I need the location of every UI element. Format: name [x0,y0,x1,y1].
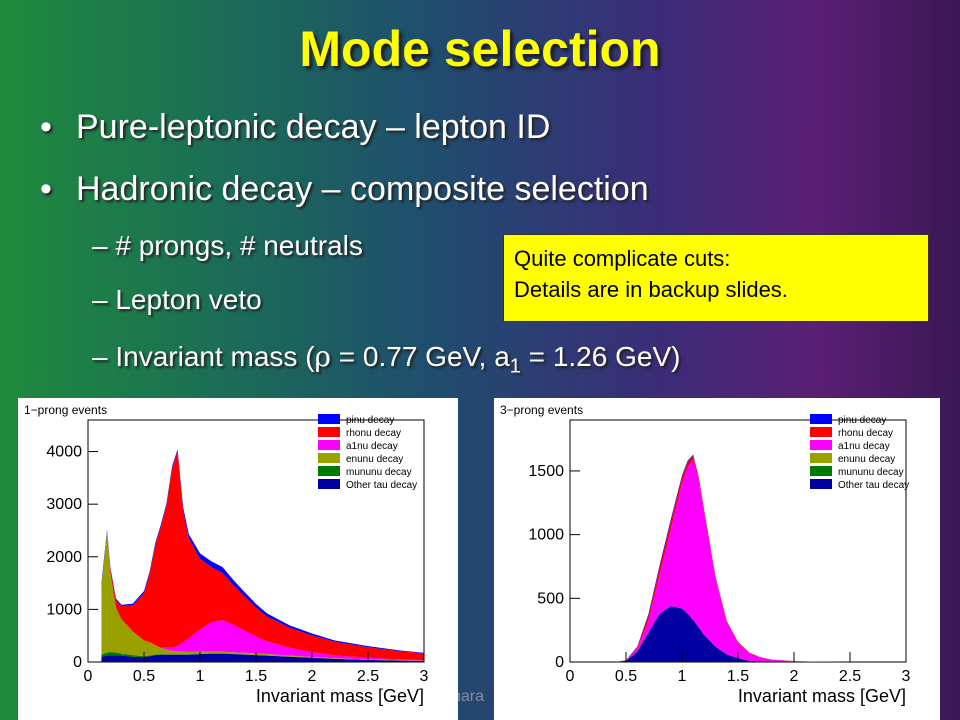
series-area-other-tau-decay [614,605,906,662]
subbullet-invariant-mass: – Invariant mass (ρ = 0.77 GeV, a1 = 1.2… [92,340,680,379]
series-area-other-tau-decay [101,653,424,662]
chart-3prong-svg: 0 0.5 1 1.5 2 2.5 3 0 500 1000 1500 3−prong events I… [500,403,911,706]
legend-swatch-a1nu-decay [318,440,340,450]
series-area-enunu-decay [101,531,424,661]
mass-text-mid: = 0.77 GeV, a [331,341,510,372]
x-tick-label: 1 [196,668,205,685]
legend-swatch-mununu-decay [318,466,340,476]
legend-swatch-rhonu-decay [318,427,340,437]
rho-symbol: ρ [314,340,331,373]
legend-swatch-enunu-decay [318,453,340,463]
plot-3prong: 0 0.5 1 1.5 2 2.5 3 0 500 1000 1500 3−prong events I… [494,398,940,720]
mass-text-post: = 1.26 GeV) [520,341,681,372]
y-tick-label: 4000 [46,444,82,461]
y-tick-label: 500 [537,590,564,607]
x-tick-label: 3 [420,668,429,685]
a1-subscript: 1 [509,355,521,378]
series-area-pinu-decay [101,449,424,654]
subbullet-lepton-veto: – Lepton veto [92,284,262,315]
x-tick-label: 0 [566,668,575,685]
x-tick-label: 1.5 [245,668,267,685]
subbullet-prongs: – # prongs, # neutrals [92,230,363,261]
legend-label-mununu-decay: mununu decay [346,467,412,478]
y-tick-label: 2000 [46,549,82,566]
y-tick-label: 0 [555,654,564,671]
bullet-dot: • [40,170,52,208]
bullet-hadronic: • Hadronic decay – composite selection [40,170,649,209]
x-tick-label: 3 [902,668,911,685]
legend-label-rhonu-decay: rhonu decay [838,428,893,439]
legend-label-pinu-decay: pinu decay [346,415,394,426]
callout-line-1: Quite complicate cuts: [514,246,731,271]
legend-swatch-pinu-decay [810,414,832,424]
series-area-rhonu-decay [101,451,424,661]
legend-label-other-tau-decay: Other tau decay [838,480,909,491]
legend-label-a1nu-decay: a1nu decay [838,441,890,452]
legend-swatch-mununu-decay [810,466,832,476]
cuts-callout: Quite complicate cuts: Details are in ba… [503,234,929,322]
y-tick-label: 3000 [46,496,82,513]
legend-swatch-a1nu-decay [810,440,832,450]
bullet-dot: • [40,108,52,146]
legend-label-pinu-decay: pinu decay [838,415,886,426]
legend-label-mununu-decay: mununu decay [838,467,904,478]
x-tick-label: 1.5 [727,668,749,685]
legend-swatch-rhonu-decay [810,427,832,437]
slide-title: Mode selection [299,21,661,77]
y-tick-label: 0 [73,654,82,671]
x-tick-label: 2 [790,668,799,685]
x-axis-label: Invariant mass [GeV] [256,686,424,706]
series-area-a1nu-decay [614,459,906,662]
footer-text: hara [452,688,485,705]
x-tick-label: 2.5 [357,668,379,685]
legend-label-rhonu-decay: rhonu decay [346,428,401,439]
bullet-leptonic-text: Pure-leptonic decay – lepton ID [76,108,551,146]
x-tick-label: 0.5 [133,668,155,685]
chart-title: 1−prong events [24,403,107,417]
bullet-leptonic: • Pure-leptonic decay – lepton ID [40,108,550,147]
chart-1prong-svg: 0 0.5 1 1.5 2 2.5 3 0 1000 2000 3000 4000 1−prong ev… [24,403,429,706]
x-tick-label: 2 [308,668,317,685]
y-tick-label: 1000 [46,601,82,618]
bullet-hadronic-text: Hadronic decay – composite selection [76,170,649,208]
y-tick-label: 1000 [528,527,564,544]
legend-swatch-other-tau-decay [318,479,340,489]
legend-swatch-pinu-decay [318,414,340,424]
legend-label-enunu-decay: enunu decay [346,454,403,465]
legend-swatch-enunu-decay [810,453,832,463]
legend-label-other-tau-decay: Other tau decay [346,480,417,491]
x-tick-label: 2.5 [839,668,861,685]
legend-swatch-other-tau-decay [810,479,832,489]
x-axis-label: Invariant mass [GeV] [738,686,906,706]
legend-label-enunu-decay: enunu decay [838,454,895,465]
callout-line-2: Details are in backup slides. [514,277,788,302]
mass-text-pre: – Invariant mass ( [92,341,315,372]
x-tick-label: 1 [678,668,687,685]
chart-title: 3−prong events [500,403,583,417]
legend-label-a1nu-decay: a1nu decay [346,441,398,452]
x-tick-label: 0.5 [615,668,637,685]
y-tick-label: 1500 [528,463,564,480]
plot-1prong: 0 0.5 1 1.5 2 2.5 3 0 1000 2000 3000 4000 1−prong ev… [18,398,458,720]
x-tick-label: 0 [84,668,93,685]
